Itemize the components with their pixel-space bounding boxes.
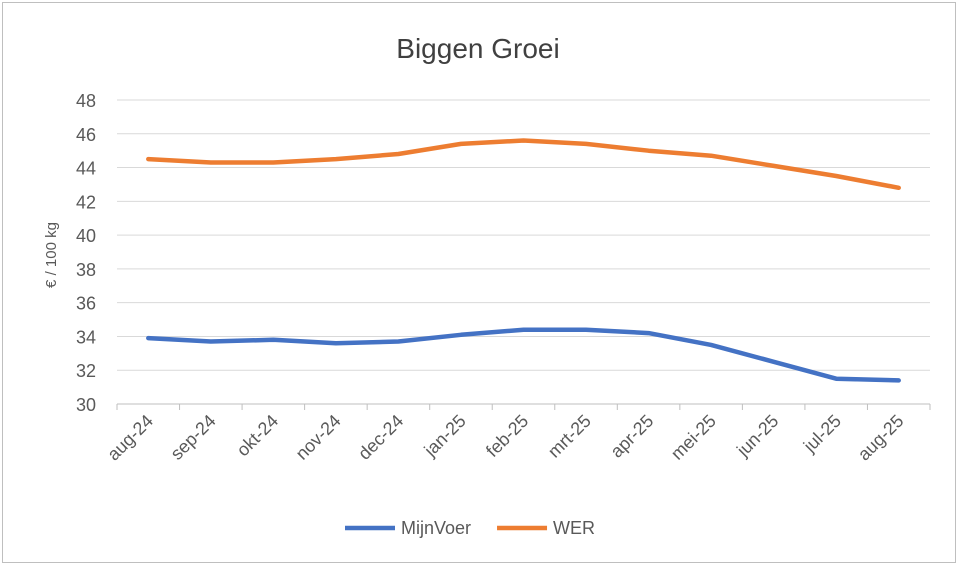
y-tick-label: 46: [76, 125, 96, 145]
y-tick-label: 36: [76, 294, 96, 314]
x-tick-label: aug-25: [854, 411, 908, 465]
x-tick-label: nov-24: [292, 411, 345, 464]
y-tick-label: 30: [76, 395, 96, 415]
x-tick-label: sep-24: [167, 411, 220, 464]
series-lines: [146, 138, 901, 383]
y-tick-label: 34: [76, 327, 96, 347]
legend: MijnVoer WER: [345, 518, 595, 538]
chart-title: Biggen Groei: [396, 33, 559, 64]
x-tick-label: mei-25: [667, 411, 720, 464]
y-tick-label: 40: [76, 226, 96, 246]
x-tick-label: okt-24: [233, 411, 283, 461]
x-tick-label: dec-24: [354, 411, 407, 464]
x-tick-label: jul-25: [799, 411, 845, 457]
y-tick-label: 48: [76, 91, 96, 111]
y-axis-label: € / 100 kg: [43, 222, 60, 288]
y-tick-label: 42: [76, 192, 96, 212]
legend-label: WER: [553, 518, 595, 538]
y-tick-labels: 30 32 34 36 38 40 42 44 46 48: [76, 91, 96, 415]
y-tick-label: 32: [76, 361, 96, 381]
x-tick-labels: aug-24 sep-24 okt-24 nov-24 dec-24 jan-25 feb-…: [103, 411, 907, 465]
x-tick-label: feb-25: [482, 411, 532, 461]
x-tick-label: aug-24: [103, 411, 157, 465]
x-tick-label: jun-25: [732, 411, 782, 461]
x-axis: [116, 403, 931, 410]
y-tick-label: 44: [76, 159, 96, 179]
series-line-wer: [146, 138, 901, 191]
x-tick-label: mrt-25: [544, 411, 595, 462]
legend-label: MijnVoer: [401, 518, 471, 538]
x-tick-label: jan-25: [420, 411, 470, 461]
series-line-mijnvoer: [146, 327, 901, 383]
y-tick-label: 38: [76, 260, 96, 280]
x-tick-label: apr-25: [606, 411, 657, 462]
